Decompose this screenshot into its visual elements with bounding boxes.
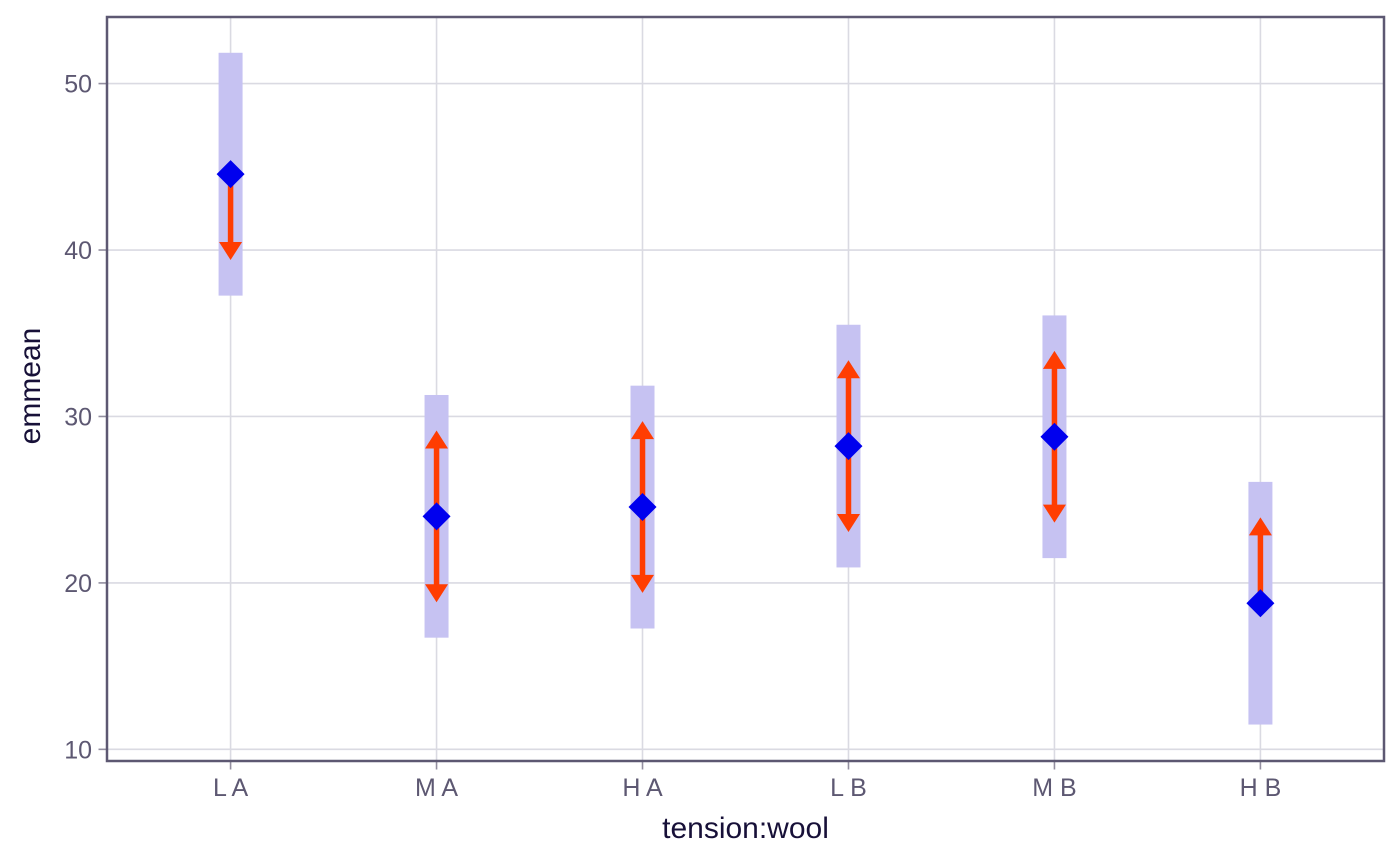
y-axis-title: emmean (14, 327, 47, 445)
y-tick-label: 40 (64, 237, 92, 265)
comparison-arrow-up-head (631, 421, 655, 440)
x-tick-label: M A (415, 774, 458, 802)
emmean-point (628, 493, 657, 522)
y-tick-label: 10 (64, 736, 92, 764)
y-tick-label: 30 (64, 403, 92, 431)
comparison-arrow-up-head (1248, 517, 1272, 536)
emmean-point (1246, 589, 1275, 618)
comparison-arrow-up-head (1042, 350, 1066, 369)
x-tick-label: H A (622, 774, 663, 802)
x-tick-label: M B (1032, 774, 1076, 802)
emmean-point (216, 160, 245, 189)
panel-border (105, 15, 1386, 763)
comparison-arrow-down-head (631, 574, 655, 593)
comparison-arrow-up-head (836, 360, 860, 379)
x-tick-label: L A (213, 774, 249, 802)
x-axis-title: tension:wool (662, 812, 829, 845)
y-tick-label: 20 (64, 570, 92, 598)
y-tick-label: 50 (64, 71, 92, 99)
emmean-point (1040, 422, 1069, 451)
emmean-point (422, 502, 451, 531)
emmean-point (834, 432, 863, 461)
comparison-arrow-down-head (836, 513, 860, 532)
x-tick-label: L B (830, 774, 867, 802)
x-tick-label: H B (1240, 774, 1282, 802)
comparison-arrow-down-head (425, 584, 449, 603)
comparison-arrow-down-head (219, 242, 243, 261)
comparison-arrow-down-head (1042, 504, 1066, 523)
comparison-arrow-up-head (425, 430, 449, 449)
